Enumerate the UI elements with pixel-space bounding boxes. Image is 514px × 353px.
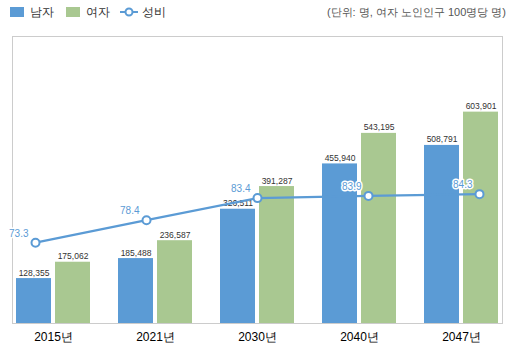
svg-text:543,195: 543,195 (364, 122, 395, 132)
svg-text:84.3: 84.3 (453, 179, 473, 190)
svg-text:603,901: 603,901 (466, 101, 497, 111)
svg-text:185,488: 185,488 (121, 248, 152, 258)
svg-text:78.4: 78.4 (120, 205, 140, 216)
svg-text:2047년: 2047년 (442, 330, 481, 344)
svg-text:73.3: 73.3 (9, 228, 29, 239)
svg-text:128,355: 128,355 (19, 268, 50, 278)
svg-text:83.9: 83.9 (342, 181, 362, 192)
svg-text:2015년: 2015년 (34, 330, 73, 344)
svg-text:236,587: 236,587 (160, 230, 191, 240)
svg-text:2040년: 2040년 (340, 330, 379, 344)
svg-text:175,062: 175,062 (58, 251, 89, 261)
html-text:여자: 여자 (86, 4, 110, 19)
html-text:(단위: 명, 여자 노인인구 100명당 명): (단위: 명, 여자 노인인구 100명당 명) (326, 5, 506, 18)
svg-text:2030년: 2030년 (238, 330, 277, 344)
svg-text:391,287: 391,287 (262, 176, 293, 186)
html-text:성비: 성비 (142, 4, 166, 19)
svg-text:2021년: 2021년 (136, 330, 175, 344)
svg-text:326,511: 326,511 (222, 198, 254, 209)
svg-text:455,940: 455,940 (325, 153, 356, 163)
html-text:남자: 남자 (30, 4, 54, 19)
svg-text:83.4: 83.4 (231, 183, 251, 194)
svg-text:508,791: 508,791 (427, 134, 458, 144)
